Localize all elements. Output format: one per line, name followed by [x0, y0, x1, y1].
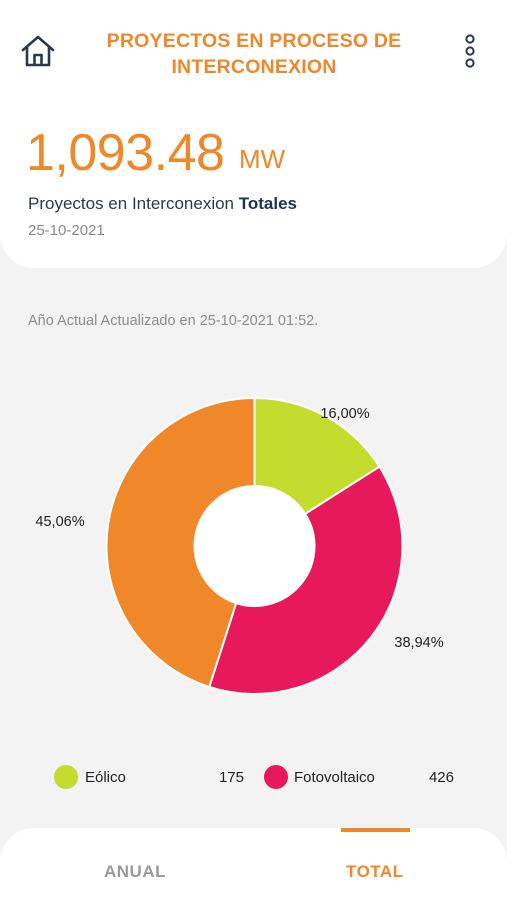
home-icon: [21, 35, 55, 67]
more-options-button[interactable]: [458, 32, 482, 72]
slice-label: 16,00%: [320, 406, 369, 422]
legend-swatch-fotovoltaico: [264, 765, 288, 789]
slice-label: 45,06%: [35, 514, 84, 530]
slice-label: 38,94%: [394, 635, 443, 651]
summary-subtitle-prefix: Proyectos en Interconexion: [28, 194, 239, 213]
active-tab-indicator: [341, 828, 410, 832]
tab-anual[interactable]: ANUAL: [104, 862, 166, 881]
legend-value-eolico: 175: [218, 769, 244, 786]
legend-label-fotovoltaico: Fotovoltaico: [294, 769, 375, 786]
summary-subtitle-bold: Totales: [238, 194, 297, 213]
donut-hole: [194, 486, 315, 606]
legend-label-eolico: Eólico: [85, 769, 126, 786]
total-mw-value: 1,093.48: [26, 124, 225, 182]
more-vertical-icon: [465, 34, 475, 68]
donut-chart: 16,00% 38,94% 45,06%: [35, 396, 444, 695]
legend-swatch-eolico: [54, 765, 78, 789]
total-mw-unit: MW: [239, 144, 286, 174]
legend-value-fotovoltaico: 426: [428, 769, 454, 786]
bottom-tab-bar: ANUAL TOTAL: [0, 828, 507, 900]
tab-total[interactable]: TOTAL: [346, 862, 404, 881]
summary-subtitle: Proyectos en Interconexion Totales: [28, 193, 297, 215]
page-title: PROYECTOS EN PROCESO DE INTERCONEXION: [106, 30, 402, 78]
home-button[interactable]: [20, 33, 56, 69]
summary-date: 25-10-2021: [28, 222, 105, 239]
summary-card: PROYECTOS EN PROCESO DE INTERCONEXION 1,…: [0, 0, 507, 268]
updated-timestamp: Año Actual Actualizado en 25-10-2021 01:…: [28, 313, 319, 329]
